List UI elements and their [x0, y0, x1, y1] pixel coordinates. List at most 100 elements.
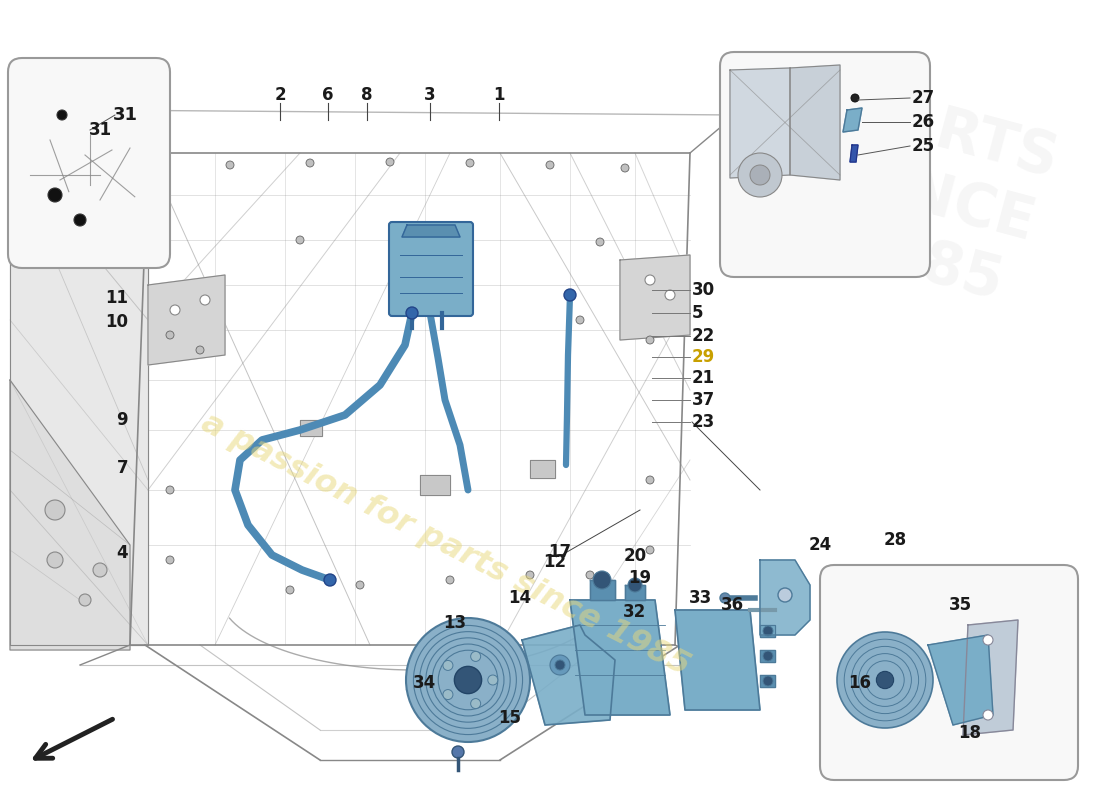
Text: 20: 20 [624, 547, 647, 565]
Text: 26: 26 [912, 113, 935, 131]
Circle shape [621, 164, 629, 172]
Circle shape [48, 188, 62, 202]
Circle shape [324, 574, 336, 586]
Circle shape [454, 666, 482, 694]
Text: 24: 24 [808, 536, 832, 554]
Circle shape [226, 161, 234, 169]
Circle shape [446, 236, 454, 244]
Circle shape [877, 671, 893, 689]
Circle shape [166, 556, 174, 564]
Circle shape [74, 214, 86, 226]
Circle shape [452, 746, 464, 758]
Text: 12: 12 [543, 553, 566, 571]
Text: 33: 33 [689, 589, 712, 607]
Text: 30: 30 [692, 281, 715, 299]
Text: 8: 8 [361, 86, 373, 104]
Text: 21: 21 [692, 369, 715, 387]
Circle shape [196, 346, 204, 354]
Polygon shape [760, 650, 775, 662]
Circle shape [161, 166, 169, 174]
Polygon shape [300, 420, 322, 436]
Circle shape [356, 581, 364, 589]
Circle shape [406, 307, 418, 319]
Text: 27: 27 [912, 89, 935, 107]
Text: 32: 32 [624, 603, 647, 621]
Polygon shape [625, 585, 645, 600]
Text: 10: 10 [104, 313, 128, 331]
Circle shape [466, 159, 474, 167]
Circle shape [296, 236, 304, 244]
Text: 7: 7 [117, 459, 128, 477]
Circle shape [94, 563, 107, 577]
Text: 14: 14 [508, 589, 531, 607]
Circle shape [646, 336, 654, 344]
Polygon shape [675, 610, 760, 710]
Circle shape [471, 651, 481, 662]
Polygon shape [620, 255, 690, 340]
Circle shape [646, 476, 654, 484]
Text: 35: 35 [948, 596, 971, 614]
Polygon shape [148, 275, 225, 365]
Polygon shape [850, 145, 858, 162]
Polygon shape [760, 560, 810, 635]
Circle shape [763, 626, 773, 636]
Circle shape [738, 153, 782, 197]
Text: 28: 28 [883, 531, 906, 549]
Text: 1: 1 [493, 86, 505, 104]
Text: 37: 37 [692, 391, 715, 409]
Polygon shape [406, 675, 530, 690]
Text: 22: 22 [692, 327, 715, 345]
Circle shape [47, 552, 63, 568]
Polygon shape [928, 635, 993, 725]
Text: a passion for parts since 1985: a passion for parts since 1985 [196, 408, 694, 682]
Circle shape [446, 576, 454, 584]
Circle shape [628, 578, 642, 592]
Circle shape [556, 660, 565, 670]
Circle shape [763, 676, 773, 686]
Text: 13: 13 [443, 614, 466, 632]
Text: 16: 16 [848, 674, 871, 692]
Circle shape [166, 486, 174, 494]
Circle shape [593, 571, 611, 589]
Circle shape [161, 241, 169, 249]
Polygon shape [402, 225, 460, 237]
FancyBboxPatch shape [389, 222, 473, 316]
Circle shape [526, 571, 534, 579]
Circle shape [306, 159, 313, 167]
Text: 4: 4 [117, 544, 128, 562]
Circle shape [564, 289, 576, 301]
Text: 31: 31 [89, 121, 112, 139]
Circle shape [576, 316, 584, 324]
Circle shape [443, 661, 453, 670]
FancyBboxPatch shape [8, 58, 170, 268]
Circle shape [286, 586, 294, 594]
Polygon shape [843, 108, 862, 132]
Polygon shape [530, 460, 556, 478]
Text: 29: 29 [692, 348, 715, 366]
Circle shape [778, 588, 792, 602]
Circle shape [406, 618, 530, 742]
Circle shape [646, 546, 654, 554]
Circle shape [170, 305, 180, 315]
FancyBboxPatch shape [820, 565, 1078, 780]
Text: 17: 17 [549, 543, 572, 561]
Circle shape [79, 594, 91, 606]
Circle shape [586, 571, 594, 579]
Circle shape [596, 238, 604, 246]
Polygon shape [790, 65, 840, 180]
Text: 36: 36 [720, 596, 744, 614]
Circle shape [471, 698, 481, 709]
Polygon shape [730, 68, 790, 178]
Polygon shape [760, 675, 775, 687]
Text: 19: 19 [628, 569, 651, 587]
Polygon shape [10, 153, 148, 645]
Polygon shape [590, 580, 615, 600]
Circle shape [546, 161, 554, 169]
Text: 18: 18 [958, 724, 981, 742]
Circle shape [666, 290, 675, 300]
Circle shape [386, 158, 394, 166]
Text: 11: 11 [104, 289, 128, 307]
Text: 9: 9 [117, 411, 128, 429]
Polygon shape [760, 625, 775, 637]
Polygon shape [420, 475, 450, 495]
